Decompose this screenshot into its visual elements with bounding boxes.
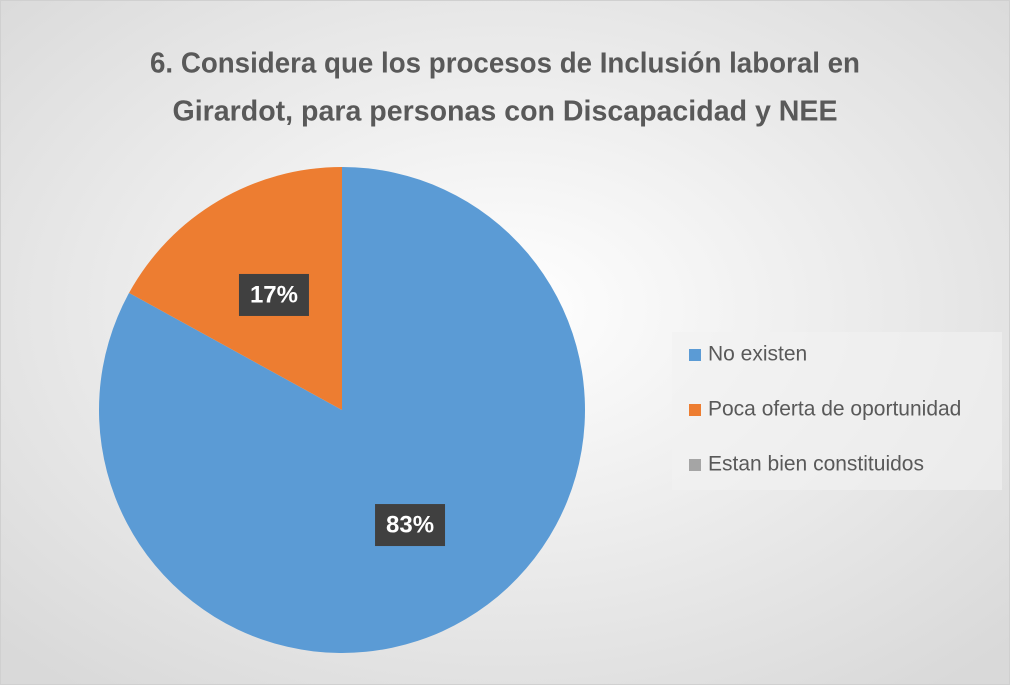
legend-label: Poca oferta de oportunidad [708,398,961,421]
data-label: 83% [386,511,434,538]
legend-label: Estan bien constituidos [708,453,924,476]
data-label-box [375,504,446,547]
data-label-box [238,273,309,316]
pie-slice [129,167,342,410]
data-label: 17% [250,281,298,308]
legend-box [672,332,1002,490]
legend-swatch [689,349,701,361]
legend-swatch [689,459,701,471]
chart-title: 6. Considera que los procesos de Inclusi… [150,48,860,80]
legend-swatch [689,404,701,416]
chart-title: Girardot, para personas con Discapacidad… [173,96,838,128]
legend-label: No existen [708,343,807,366]
